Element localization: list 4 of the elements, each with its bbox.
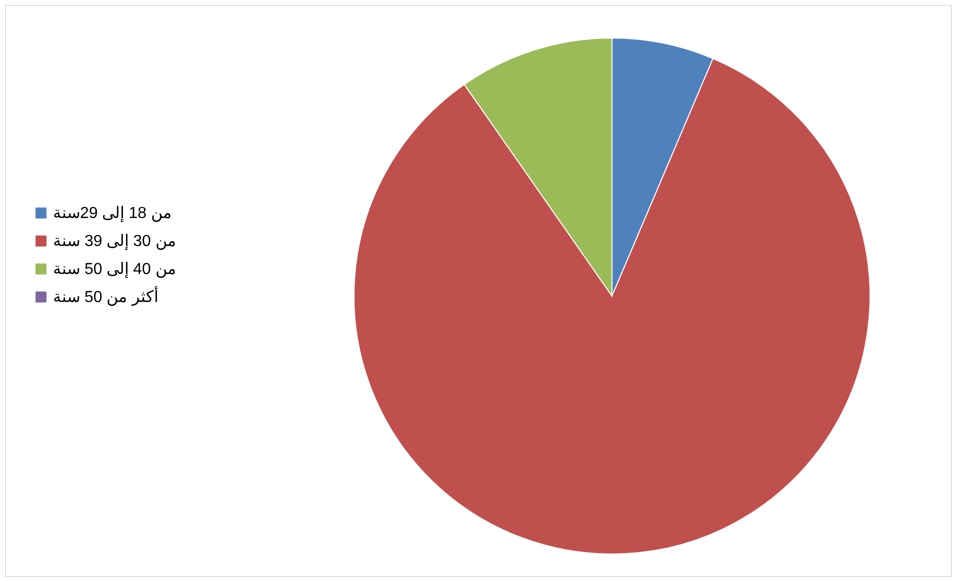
- legend-label: أكثر من 50 سنة: [53, 286, 158, 306]
- legend-label: من 18 إلى 29سنة: [53, 205, 172, 222]
- legend-label: من 30 إلى 39 سنة: [53, 233, 176, 250]
- legend-label: من 40 إلى 50 سنة: [53, 261, 176, 278]
